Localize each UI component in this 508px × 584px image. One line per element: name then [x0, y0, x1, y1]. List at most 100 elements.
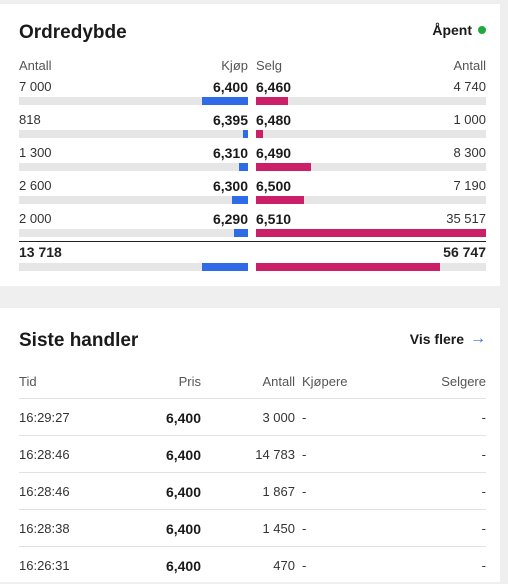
ask-depth-bar	[256, 97, 486, 105]
arrow-right-icon: →	[470, 330, 486, 347]
ask-qty: 8 300	[453, 145, 486, 160]
trade-time: 16:28:46	[19, 447, 70, 462]
trade-qty: 470	[273, 558, 295, 573]
ask-depth-bar	[256, 163, 486, 171]
trade-seller: -	[481, 447, 486, 462]
bid-price: 6,395	[212, 112, 248, 128]
bid-depth-bar	[19, 97, 248, 105]
orderbook-row: 1 300 6,310 6,490 8 300	[0, 145, 500, 178]
trade-price: 6,400	[165, 410, 201, 426]
ask-qty: 35 517	[446, 211, 486, 226]
header-seller: Selgere	[441, 374, 486, 389]
bid-qty: 1 300	[19, 145, 52, 160]
total-bid-qty: 13 718	[19, 244, 62, 260]
ask-depth-fill	[256, 196, 305, 204]
header-time: Tid	[19, 374, 37, 389]
ask-price: 6,480	[256, 112, 292, 128]
bid-depth-fill	[234, 229, 248, 237]
trade-time: 16:28:46	[19, 484, 70, 499]
trade-qty: 1 867	[262, 484, 295, 499]
ask-qty: 4 740	[453, 79, 486, 94]
ask-depth-bar	[256, 196, 486, 204]
ask-price: 6,510	[256, 211, 292, 227]
ask-price: 6,500	[256, 178, 292, 194]
trades-card: Siste handler Vis flere → Tid Pris Antal…	[0, 308, 500, 582]
trade-qty: 14 783	[255, 447, 295, 462]
bid-qty: 818	[19, 112, 41, 127]
show-more-label: Vis flere	[409, 331, 464, 347]
ask-depth-fill	[256, 229, 486, 237]
ask-depth-fill	[256, 130, 263, 138]
orderbook-row: 2 000 6,290 6,510 35 517	[0, 211, 500, 244]
trade-price: 6,400	[165, 521, 201, 537]
trade-row: 16:26:31 6,400 470- -	[19, 546, 486, 584]
trade-seller: -	[481, 410, 486, 425]
header-bid-price: Kjøp	[221, 58, 248, 73]
trade-buyer: -	[302, 521, 307, 536]
ask-price: 6,490	[256, 145, 292, 161]
bid-depth-bar	[19, 196, 248, 204]
bid-price: 6,310	[212, 145, 248, 161]
ask-depth-fill	[256, 97, 289, 105]
orderbook-row: 818 6,395 6,480 1 000	[0, 112, 500, 145]
bid-qty: 7 000	[19, 79, 52, 94]
bid-price: 6,290	[212, 211, 248, 227]
ask-price: 6,460	[256, 79, 292, 95]
orderbook-title: Ordredybde	[19, 22, 127, 43]
total-ask-fill	[256, 263, 440, 271]
bid-qty: 2 600	[19, 178, 52, 193]
bid-depth-bar	[19, 163, 248, 171]
ask-depth-bar	[256, 229, 486, 237]
trade-seller: -	[481, 521, 486, 536]
header-qty: Antall	[262, 374, 295, 389]
trade-qty: 1 450	[262, 521, 295, 536]
show-more-link[interactable]: Vis flere →	[410, 330, 486, 348]
trade-row: 16:28:46 6,400 1 867- -	[19, 472, 486, 510]
ask-qty: 1 000	[453, 112, 486, 127]
total-ask-bar	[256, 263, 486, 271]
market-status: Åpent	[432, 22, 486, 38]
trade-qty: 3 000	[262, 410, 295, 425]
bid-depth-bar	[19, 130, 248, 138]
trade-time: 16:26:31	[19, 558, 70, 573]
trade-time: 16:29:27	[19, 410, 70, 425]
bid-depth-fill	[238, 163, 248, 171]
total-divider	[19, 241, 486, 242]
status-dot-icon	[478, 26, 486, 34]
market-status-label: Åpent	[432, 22, 472, 38]
header-ask-qty: Antall	[453, 58, 486, 73]
header-price: Pris	[178, 374, 201, 389]
bid-depth-fill	[243, 130, 248, 138]
orderbook-row: 2 600 6,300 6,500 7 190	[0, 178, 500, 211]
total-ask-qty: 56 747	[443, 244, 486, 260]
header-bid-qty: Antall	[19, 58, 52, 73]
total-bid-fill	[202, 263, 248, 271]
trade-time: 16:28:38	[19, 521, 70, 536]
bid-depth-fill	[231, 196, 248, 204]
ask-depth-fill	[256, 163, 312, 171]
trade-seller: -	[481, 484, 486, 499]
trade-buyer: -	[302, 558, 307, 573]
bid-price: 6,400	[212, 79, 248, 95]
bid-qty: 2 000	[19, 211, 52, 226]
header-ask-price: Selg	[256, 58, 283, 73]
bid-price: 6,300	[212, 178, 248, 194]
orderbook-card: Ordredybde Åpent Antall Kjøp Selg Antall…	[0, 4, 500, 286]
header-buyer: Kjøpere	[302, 374, 348, 389]
trade-price: 6,400	[165, 484, 201, 500]
trade-price: 6,400	[165, 447, 201, 463]
bid-depth-bar	[19, 229, 248, 237]
trade-row: 16:28:46 6,400 14 783- -	[19, 435, 486, 473]
total-bid-bar	[19, 263, 248, 271]
trade-price: 6,400	[165, 558, 201, 574]
trade-buyer: -	[302, 410, 307, 425]
trade-row: 16:28:38 6,400 1 450- -	[19, 509, 486, 547]
orderbook-row: 7 000 6,400 6,460 4 740	[0, 79, 500, 112]
bid-depth-fill	[202, 97, 248, 105]
trade-row: 16:29:27 6,400 3 000- -	[19, 398, 486, 436]
trade-buyer: -	[302, 484, 307, 499]
ask-depth-bar	[256, 130, 486, 138]
trades-title: Siste handler	[19, 330, 139, 351]
trade-buyer: -	[302, 447, 307, 462]
ask-qty: 7 190	[453, 178, 486, 193]
